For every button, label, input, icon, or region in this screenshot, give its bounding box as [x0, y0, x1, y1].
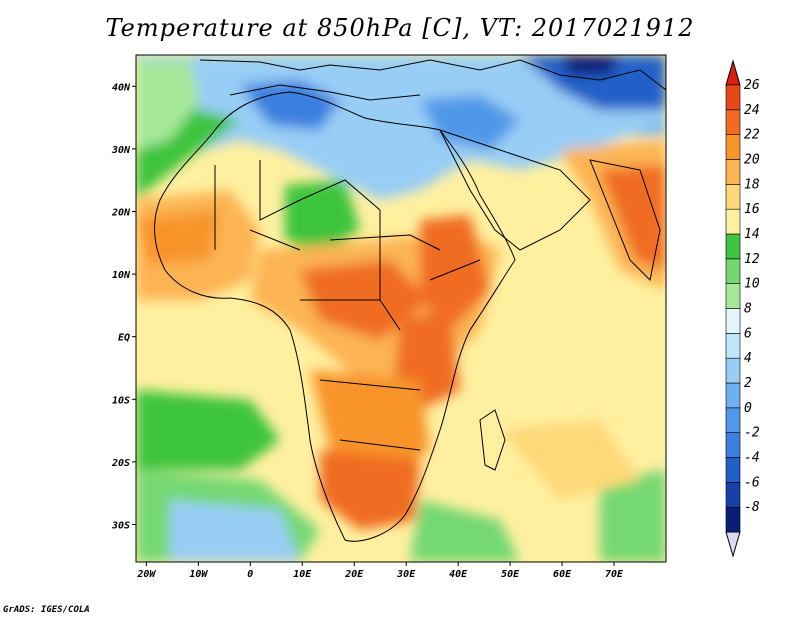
lat-tick-label: 20S	[111, 458, 130, 469]
south-green	[410, 500, 520, 562]
colorbar-swatch	[725, 308, 741, 334]
temperature-field	[136, 55, 666, 562]
credit-label: GrADS: IGES/COLA	[3, 605, 90, 615]
lon-tick-label: 50E	[501, 569, 520, 580]
colorbar-label: 20	[744, 153, 760, 168]
africa-outline	[154, 91, 516, 542]
lon-tick-label: 40E	[449, 569, 468, 580]
colorbar-swatch	[725, 283, 741, 309]
colorbar-label: -2	[744, 426, 760, 441]
coastlines	[154, 59, 666, 542]
colorbar-swatch	[725, 109, 741, 135]
colorbar-label: 0	[744, 401, 752, 416]
colorbar-swatch	[725, 84, 741, 111]
latitude-axis: 40N 30N 20N 10N EQ 10S 20S 30S	[111, 82, 136, 531]
plot-frame	[135, 54, 667, 563]
colorbar-swatch	[725, 457, 741, 483]
lat-tick-label: 10S	[112, 395, 130, 406]
colorbar-swatch	[725, 333, 741, 359]
mediterranean-cold	[240, 80, 340, 130]
east-africa-hot	[420, 215, 490, 330]
colorbar-swatch	[725, 258, 741, 284]
chart-title: Temperature at 850hPa [C], VT: 201702191…	[105, 14, 695, 42]
country-borders	[214, 160, 481, 451]
lat-tick-label: 30S	[111, 520, 130, 531]
lat-tick-label: 20N	[111, 207, 131, 218]
lon-tick-label: 10W	[189, 569, 208, 580]
west-coast-hot	[136, 210, 220, 265]
colorbar-swatch	[725, 159, 741, 185]
colorbar-swatch	[725, 134, 741, 160]
colorbar-swatch	[725, 432, 741, 458]
colorbar-label: -8	[744, 500, 760, 515]
colorbar-swatch	[725, 208, 741, 235]
lon-tick-label: 20E	[344, 569, 364, 580]
colorbar-label: 18	[744, 177, 760, 192]
colorbar-swatch	[725, 382, 741, 409]
colorbar-over-triangle	[725, 59, 741, 86]
colorbar-label: 4	[744, 351, 752, 366]
lon-tick-label: 30E	[396, 569, 416, 580]
indian-ocean-warm	[500, 420, 640, 500]
india-outline	[589, 159, 661, 282]
colorbar-under-triangle	[725, 531, 741, 558]
colorbar-swatch	[725, 233, 741, 260]
colorbar-label: -6	[744, 475, 760, 490]
atlantic-green	[136, 60, 200, 150]
lon-tick-label: 20W	[136, 569, 156, 580]
colorbar-label: 12	[744, 252, 760, 267]
southern-africa-hot	[320, 450, 420, 530]
mediterranean-coast	[229, 84, 421, 101]
asia-cold	[520, 55, 666, 110]
colorbar-label: 2	[744, 376, 752, 391]
colorbar-label: 14	[744, 227, 760, 242]
colorbar-label: 8	[744, 302, 752, 317]
colorbar-swatch	[725, 407, 741, 433]
colorbar-label: -4	[744, 451, 760, 466]
lon-tick-label: 10E	[293, 569, 312, 580]
lat-tick-label: EQ	[118, 333, 130, 344]
lat-tick-label: 30N	[111, 145, 131, 156]
colorbar-label: 6	[744, 326, 752, 341]
southwest-cool	[170, 500, 300, 562]
longitude-axis: 20W 10W 0 10E 20E 30E 40E 50E 60E 70E	[136, 562, 624, 580]
colorbar-swatch	[725, 184, 741, 210]
south-central-warm	[310, 370, 430, 470]
south-atlantic-green	[136, 390, 280, 470]
coldest-core	[560, 55, 620, 75]
lon-tick-label: 60E	[553, 569, 572, 580]
colorbar-swatch	[725, 482, 741, 508]
colorbar-label: 24	[744, 103, 760, 118]
lon-tick-label: 70E	[605, 569, 624, 580]
india-hot	[600, 165, 666, 270]
southeast-green	[600, 470, 666, 562]
colorbar-swatch	[725, 357, 741, 384]
lat-tick-label: 10N	[112, 270, 131, 281]
madagascar-outline	[479, 409, 506, 471]
lon-tick-label: 0	[247, 569, 253, 580]
europe-coast	[199, 59, 666, 91]
colorbar-label: 26	[744, 78, 760, 93]
colorbar-swatch	[725, 506, 741, 533]
arabia-outline	[439, 129, 591, 251]
colorbar-label: 10	[744, 277, 760, 292]
colorbar-label: 16	[744, 202, 760, 217]
colorbar-label: 22	[744, 128, 760, 143]
lat-tick-label: 40N	[112, 82, 131, 93]
